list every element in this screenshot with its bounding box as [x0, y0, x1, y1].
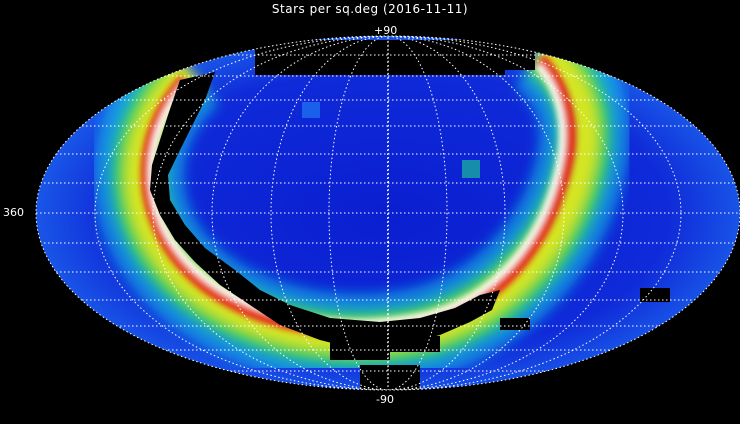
- longitude-label-edge: 360: [3, 206, 24, 219]
- survey-patch-right: [462, 160, 480, 178]
- map-title: Stars per sq.deg (2016-11-11): [271, 2, 469, 16]
- projection-disc: [36, 36, 740, 390]
- coordinate-grid: [36, 36, 740, 390]
- latitude-label-south: -90: [376, 393, 394, 406]
- projection-border: [35, 35, 740, 391]
- survey-patch-left: [302, 102, 320, 118]
- latitude-label-north: +90: [374, 24, 398, 37]
